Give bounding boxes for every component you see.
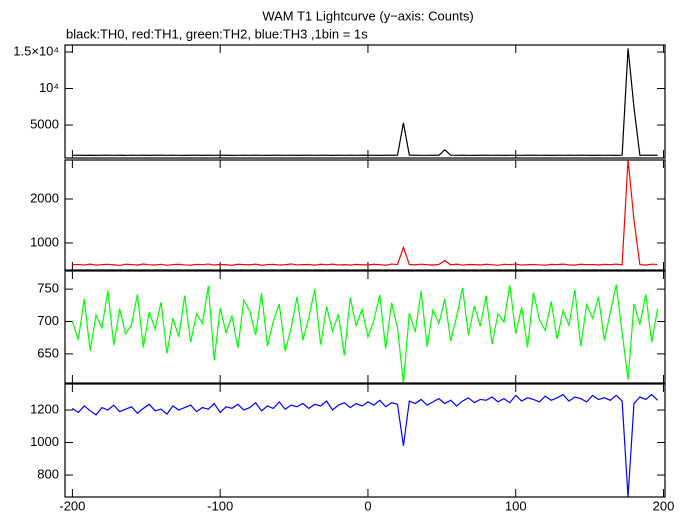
- panel-frame: [64, 159, 666, 271]
- y-tick-label: 800: [37, 466, 59, 481]
- y-tick-label: 1200: [30, 401, 59, 416]
- x-tick-label: -200: [59, 498, 85, 513]
- x-tick-label: -100: [207, 498, 233, 513]
- y-tick-label: 2000: [30, 190, 59, 205]
- y-tick-label: 1.5×10⁴: [13, 43, 59, 58]
- x-tick-label: 200: [653, 498, 675, 513]
- y-tick-label: 1000: [30, 434, 59, 449]
- panel-frame: [64, 383, 666, 498]
- data-line: [72, 393, 659, 497]
- x-tick-label: 0: [364, 498, 371, 513]
- data-line: [72, 48, 658, 156]
- y-tick-label: 750: [37, 281, 59, 296]
- y-tick-label: 10⁴: [39, 80, 59, 95]
- chart-subtitle: black:TH0, red:TH1, green:TH2, blue:TH3 …: [66, 26, 368, 41]
- panel-frame: [64, 44, 666, 159]
- panel-frame: [64, 270, 666, 384]
- x-tick-label: 100: [505, 498, 527, 513]
- y-tick-label: 1000: [30, 234, 59, 249]
- data-line: [71, 284, 659, 383]
- y-tick-label: 700: [37, 313, 59, 328]
- y-tick-label: 650: [37, 345, 59, 360]
- chart-title: WAM T1 Lightcurve (y−axis: Counts): [262, 8, 473, 23]
- y-tick-label: 5000: [30, 116, 59, 131]
- data-line: [72, 160, 658, 267]
